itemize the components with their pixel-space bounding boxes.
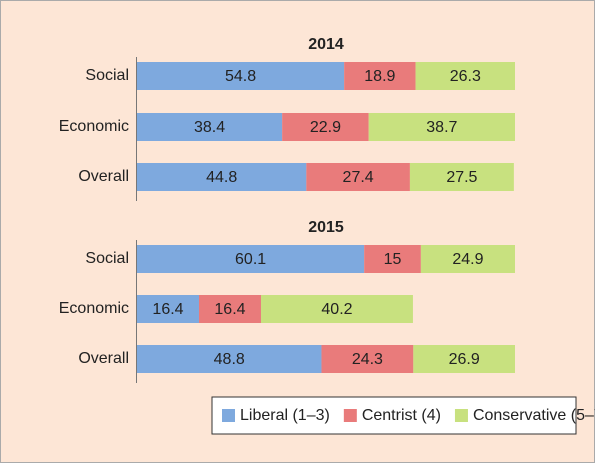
bar-segment: [137, 113, 283, 141]
bar-segment: [409, 163, 514, 191]
chart-title: 2014: [308, 36, 344, 53]
data-label: 27.5: [446, 169, 477, 186]
bar-segment: [413, 345, 515, 373]
bar-segment: [137, 245, 365, 273]
data-label: 26.3: [450, 68, 481, 85]
data-label: 24.9: [452, 251, 483, 268]
y-tick-label: Social: [85, 250, 129, 267]
data-label: 27.4: [343, 169, 374, 186]
bar-segment: [415, 62, 515, 90]
bar-segment: [306, 163, 410, 191]
bar-segment: [420, 245, 515, 273]
legend-label: Centrist (4): [362, 407, 441, 424]
legend-box: [211, 396, 577, 435]
bar-segment: [137, 163, 307, 191]
bar-segment: [260, 295, 413, 323]
bar-segment: [368, 113, 515, 141]
bar-segment: [282, 113, 369, 141]
y-tick-label: Economic: [59, 300, 129, 317]
data-label: 15: [384, 251, 402, 268]
data-label: 38.4: [194, 119, 225, 136]
data-label: 16.4: [214, 301, 245, 318]
bar-segment: [198, 295, 261, 323]
data-label: 22.9: [310, 119, 341, 136]
chart-title: 2015: [308, 219, 344, 236]
legend-swatch: [222, 409, 235, 422]
data-label: 26.9: [449, 351, 480, 368]
y-tick-label: Social: [85, 67, 129, 84]
data-label: 60.1: [235, 251, 266, 268]
legend-label: Conservative (5–7): [473, 407, 595, 424]
y-tick-label: Overall: [78, 168, 129, 185]
bar-segment: [344, 62, 416, 90]
legend-swatch: [454, 409, 468, 422]
y-tick-label: Overall: [78, 350, 129, 367]
data-label: 48.8: [214, 351, 245, 368]
data-label: 24.3: [352, 351, 383, 368]
bar-segment: [364, 245, 421, 273]
bar-segment: [137, 345, 322, 373]
y-tick-label: Economic: [59, 118, 129, 135]
legend-swatch: [343, 409, 357, 422]
data-label: 18.9: [364, 68, 395, 85]
legend-label: Liberal (1–3): [240, 407, 330, 424]
data-label: 38.7: [426, 119, 457, 136]
bar-segment: [321, 345, 414, 373]
data-label: 16.4: [152, 301, 183, 318]
bar-segment: [137, 295, 199, 323]
data-label: 54.8: [225, 68, 256, 85]
bar-segment: [137, 62, 345, 90]
data-label: 40.2: [321, 301, 352, 318]
data-label: 44.8: [206, 169, 237, 186]
